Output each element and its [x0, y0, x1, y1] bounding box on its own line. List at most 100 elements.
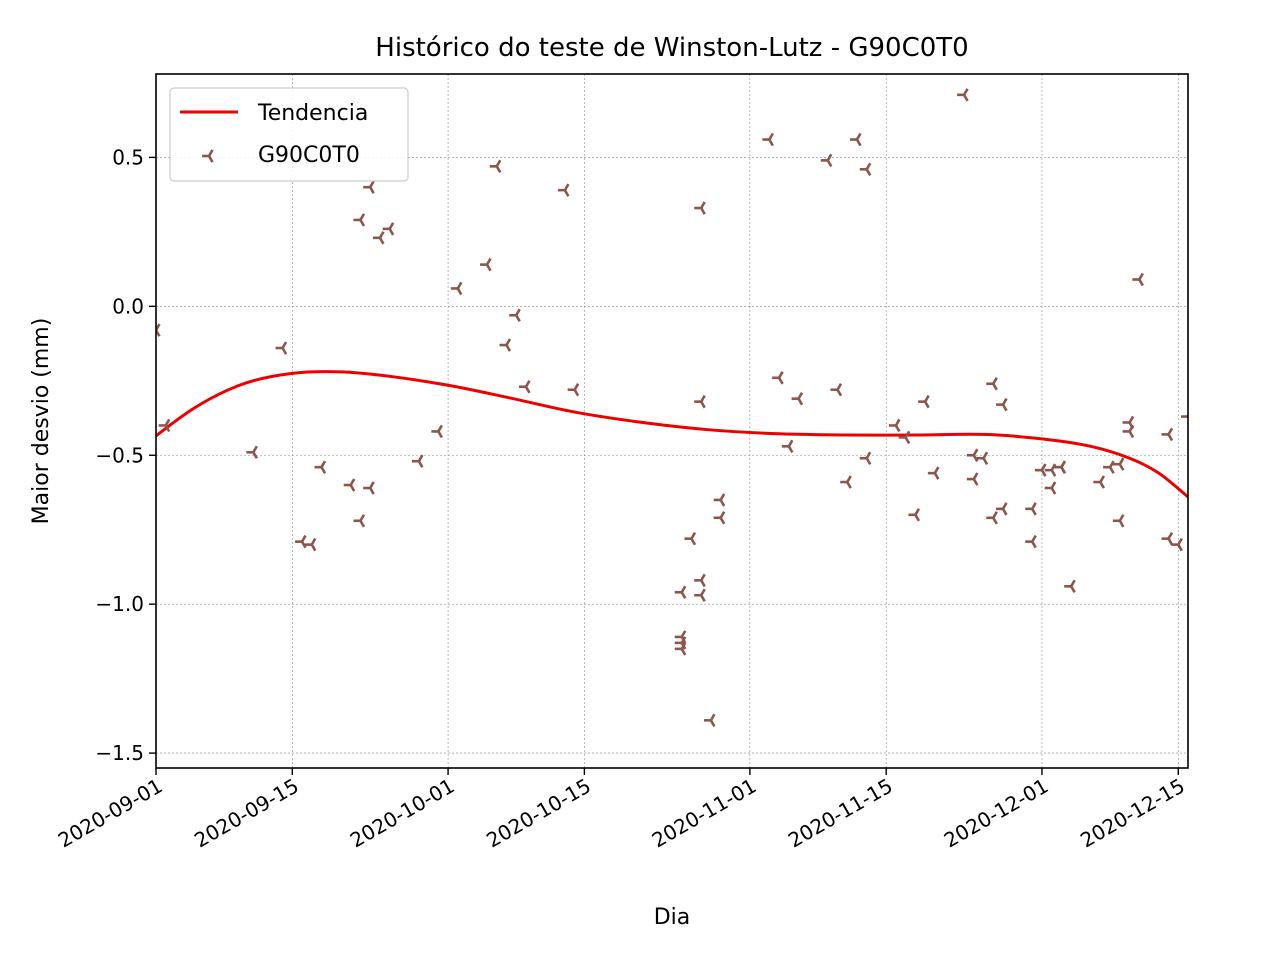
- y-tick-label: −1.5: [95, 741, 144, 765]
- x-tick-label: 2020-10-01: [346, 774, 459, 853]
- x-tick-label: 2020-09-01: [54, 774, 167, 853]
- data-point: [1064, 579, 1076, 594]
- data-point: [898, 430, 911, 445]
- x-axis-label: Dia: [654, 905, 691, 930]
- data-point: [353, 213, 366, 227]
- y-tick-label: −1.0: [95, 592, 144, 616]
- data-point: [1044, 481, 1057, 495]
- data-point: [996, 397, 1008, 412]
- data-point: [840, 475, 852, 489]
- plot-frame: [155, 73, 1189, 769]
- data-point: [791, 391, 804, 406]
- data-point: [1112, 457, 1125, 471]
- data-point: [957, 88, 969, 102]
- x-tick-label: 2020-11-01: [648, 774, 761, 853]
- data-point: [1025, 502, 1037, 516]
- data-point: [431, 424, 443, 439]
- data-point: [1171, 537, 1183, 552]
- data-point: [694, 394, 706, 409]
- data-point: [772, 371, 784, 385]
- data-point: [372, 231, 385, 245]
- data-point: [353, 514, 366, 528]
- data-point: [509, 308, 521, 322]
- data-point: [1112, 514, 1125, 528]
- data-point: [343, 478, 356, 492]
- data-point: [996, 502, 1008, 516]
- scatter-points: [156, 88, 1188, 728]
- data-point: [1054, 460, 1067, 474]
- data-point: [976, 451, 989, 465]
- data-point: [888, 418, 901, 433]
- legend-marker-icon: [202, 149, 214, 163]
- data-point: [986, 511, 998, 525]
- data-point: [694, 201, 706, 215]
- chart-title: Histórico do teste de Winston-Lutz - G90…: [375, 33, 968, 63]
- data-point: [518, 380, 531, 394]
- legend: Tendencia G90C0T0: [169, 87, 409, 182]
- data-point: [713, 511, 726, 525]
- x-axis: 2020-09-01 2020-09-15 2020-10-01 2020-10-15…: [54, 768, 1189, 852]
- y-axis: 0.5 0.0 −0.5 −1.0 −1.5: [95, 145, 156, 765]
- data-point: [1161, 427, 1174, 442]
- data-point: [1161, 531, 1174, 546]
- data-point: [246, 445, 258, 459]
- data-point: [703, 713, 716, 728]
- data-point: [859, 451, 872, 465]
- data-point: [986, 377, 998, 391]
- data-point: [363, 180, 375, 194]
- data-point: [820, 153, 833, 168]
- data-point: [363, 481, 375, 495]
- data-point: [849, 132, 862, 147]
- legend-points-swatch: [202, 149, 214, 163]
- x-tick-label: 2020-12-15: [1076, 774, 1189, 853]
- data-point: [499, 338, 512, 352]
- data-point: [567, 383, 580, 397]
- data-point: [781, 439, 794, 454]
- data-point: [674, 642, 687, 656]
- data-point: [1044, 463, 1057, 477]
- data-point: [694, 573, 706, 588]
- data-point: [489, 159, 502, 174]
- data-point: [966, 448, 979, 462]
- data-point: [411, 454, 424, 468]
- data-point: [382, 222, 395, 236]
- data-point: [275, 341, 288, 355]
- grid: [155, 74, 1188, 768]
- y-tick-label: −0.5: [95, 443, 144, 467]
- data-point: [1093, 475, 1106, 489]
- data-point: [762, 132, 774, 147]
- data-point: [1025, 534, 1037, 549]
- data-point: [304, 537, 317, 552]
- plot-area: [156, 88, 1188, 728]
- data-point: [966, 472, 979, 486]
- data-point: [156, 323, 161, 337]
- data-point: [557, 183, 570, 197]
- data-point: [927, 466, 940, 480]
- y-tick-label: 0.0: [112, 294, 144, 318]
- trend-line: [156, 370, 1188, 499]
- data-point: [480, 257, 492, 272]
- data-point: [1132, 272, 1144, 287]
- data-point: [314, 460, 327, 474]
- legend-trend-label: Tendencia: [257, 101, 368, 126]
- data-point: [830, 383, 843, 397]
- y-tick-label: 0.5: [112, 145, 144, 169]
- data-point: [1181, 413, 1188, 420]
- data-point: [918, 394, 930, 409]
- legend-points-label: G90C0T0: [258, 143, 360, 168]
- data-point: [1122, 424, 1135, 439]
- y-axis-label: Maior desvio (mm): [29, 318, 54, 525]
- data-point: [1103, 460, 1115, 474]
- x-tick-label: 2020-09-15: [190, 774, 303, 853]
- data-point: [158, 418, 171, 433]
- data-point: [295, 534, 307, 549]
- data-point: [694, 588, 706, 602]
- data-point: [908, 508, 921, 522]
- x-tick-label: 2020-11-15: [784, 774, 897, 853]
- data-point: [713, 493, 726, 507]
- x-tick-label: 2020-12-01: [940, 774, 1053, 853]
- data-point: [1034, 463, 1047, 477]
- data-point: [684, 531, 697, 546]
- data-point: [859, 162, 872, 177]
